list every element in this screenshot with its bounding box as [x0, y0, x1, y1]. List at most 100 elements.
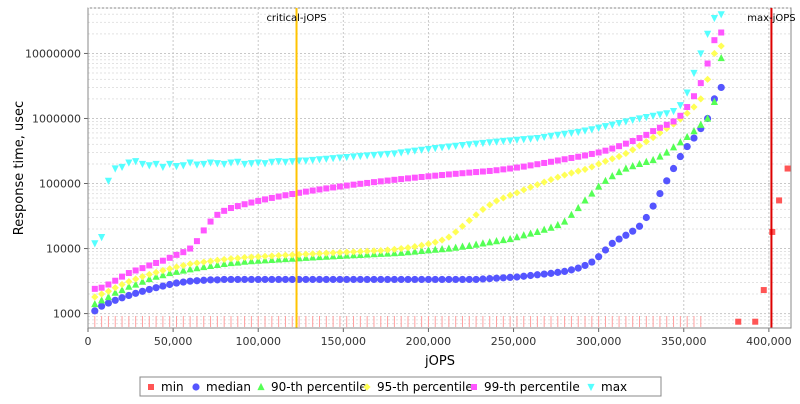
data-point-max [683, 89, 691, 97]
data-point-95-th-percentile [363, 247, 371, 255]
data-point-99-th-percentile [493, 167, 500, 174]
data-point-median [554, 268, 562, 276]
data-point-max [601, 123, 610, 131]
data-point-median [479, 275, 487, 283]
data-point-median [254, 275, 262, 284]
data-point-max [520, 136, 528, 144]
data-point-95-th-percentile [635, 142, 644, 150]
data-point-max [145, 162, 153, 170]
data-point-99-th-percentile [275, 193, 282, 200]
data-point-99-th-percentile [268, 194, 275, 201]
data-point-90-th-percentile [200, 262, 208, 271]
data-point-95-th-percentile [710, 49, 719, 58]
data-point-95-th-percentile [452, 228, 460, 236]
data-point-90-th-percentile [166, 268, 174, 277]
series-99-th-percentile [91, 29, 725, 292]
data-point-95-th-percentile [540, 178, 548, 186]
data-point-max [499, 137, 507, 146]
data-point-median [615, 235, 623, 243]
data-point-max [533, 134, 541, 143]
data-point-90-th-percentile [397, 248, 405, 256]
data-point-max [492, 138, 501, 146]
data-point-99-th-percentile [180, 249, 187, 256]
legend-label-90-th-percentile: 90-th percentile [271, 380, 367, 394]
data-point-max [261, 160, 269, 168]
data-point-99-th-percentile [214, 211, 221, 218]
data-point-95-th-percentile [213, 256, 221, 264]
data-point-99-th-percentile [568, 154, 575, 161]
data-point-median [241, 275, 249, 284]
data-point-max [281, 158, 290, 166]
data-point-median [404, 275, 412, 284]
data-point-95-th-percentile [288, 251, 296, 259]
data-point-max [172, 163, 181, 171]
data-point-median [213, 276, 221, 284]
data-point-99-th-percentile [609, 145, 616, 152]
data-point-90-th-percentile [567, 210, 576, 218]
data-point-max [138, 160, 147, 169]
data-point-max [554, 131, 562, 139]
data-point-95-th-percentile [349, 248, 358, 256]
data-point-99-th-percentile [105, 281, 112, 288]
data-point-90-th-percentile [642, 157, 650, 165]
data-point-95-th-percentile [241, 253, 249, 262]
data-point-95-th-percentile [486, 201, 494, 209]
data-point-90-th-percentile [710, 97, 719, 105]
data-point-95-th-percentile [179, 261, 187, 270]
series-max [91, 11, 725, 248]
data-point-95-th-percentile [370, 247, 378, 255]
data-point-99-th-percentile [663, 121, 670, 128]
data-point-90-th-percentile [179, 266, 187, 274]
data-point-99-th-percentile [98, 284, 105, 291]
data-point-median [206, 276, 215, 284]
data-point-95-th-percentile [91, 293, 99, 301]
data-point-max [125, 159, 133, 167]
data-point-99-th-percentile [153, 259, 160, 266]
data-point-95-th-percentile [377, 246, 385, 255]
y-tick-label: 1000000 [32, 112, 81, 125]
data-point-median [370, 275, 378, 284]
data-point-median [125, 291, 133, 300]
data-point-median [533, 271, 541, 279]
data-point-max [547, 132, 555, 140]
data-point-median [601, 246, 610, 254]
data-point-90-th-percentile [629, 162, 637, 170]
data-point-99-th-percentile [439, 172, 446, 179]
data-point-90-th-percentile [125, 282, 133, 290]
data-point-90-th-percentile [458, 242, 467, 250]
data-point-90-th-percentile [533, 227, 541, 236]
data-point-99-th-percentile [296, 189, 303, 196]
data-point-median [574, 264, 582, 272]
data-point-max [595, 124, 603, 132]
data-point-95-th-percentile [138, 273, 147, 281]
data-point-90-th-percentile [690, 126, 698, 135]
data-point-max [465, 141, 473, 149]
data-point-95-th-percentile [397, 244, 405, 253]
data-point-median [588, 258, 596, 266]
data-point-median [172, 279, 181, 287]
data-point-90-th-percentile [717, 53, 725, 62]
data-point-99-th-percentile [398, 176, 405, 183]
data-point-90-th-percentile [526, 229, 535, 237]
data-point-90-th-percentile [424, 246, 433, 254]
data-point-95-th-percentile [390, 245, 398, 254]
data-point-99-th-percentile [575, 153, 582, 160]
data-point-median [486, 274, 494, 283]
max-jops-label: max-jOPS [747, 13, 795, 24]
critical-jops-label: critical-jOPS [266, 13, 326, 24]
data-point-95-th-percentile [411, 243, 419, 251]
y-axis-title: Response time, usec [12, 101, 27, 235]
data-point-99-th-percentile [595, 149, 602, 156]
data-point-95-th-percentile [567, 169, 576, 177]
data-point-95-th-percentile [261, 252, 269, 260]
data-point-max [383, 150, 392, 159]
data-point-95-th-percentile [615, 152, 623, 161]
data-point-median [132, 289, 140, 297]
data-point-99-th-percentile [112, 277, 119, 284]
data-point-90-th-percentile [118, 285, 126, 294]
data-point-95-th-percentile [125, 278, 133, 286]
legend-label-min: min [161, 380, 184, 394]
data-point-99-th-percentile [588, 150, 595, 157]
x-tick-label: 200,000 [406, 335, 452, 348]
data-point-99-th-percentile [513, 164, 520, 171]
